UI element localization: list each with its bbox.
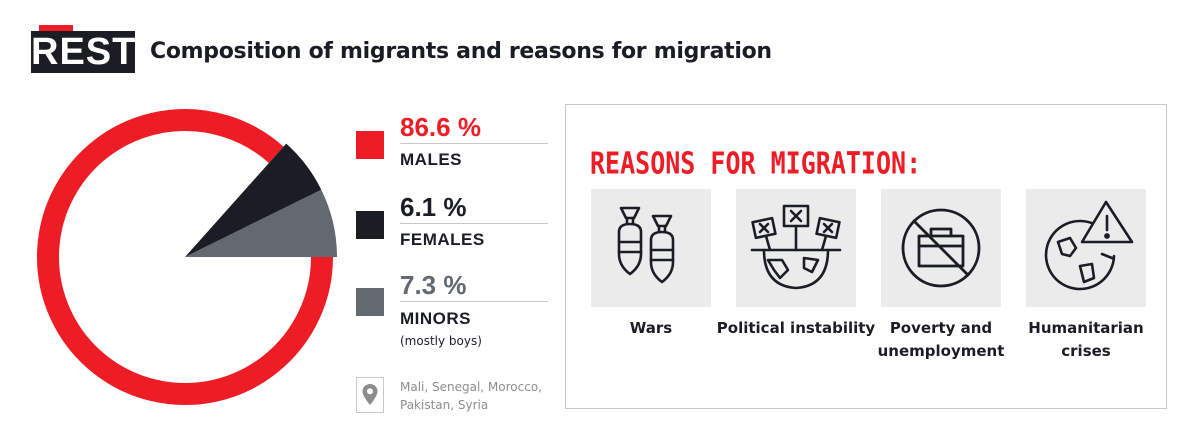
reason-tile (1026, 189, 1146, 307)
reason-tile (736, 189, 856, 307)
legend-item-males: 86.6 % MALES (356, 112, 548, 175)
pie-slice-females (185, 143, 322, 257)
legend-value-minors: 7.3 % (400, 270, 467, 300)
legend-swatch-females (356, 211, 384, 239)
logo: REST (31, 31, 137, 73)
legend-label-females: FEMALES (400, 230, 485, 249)
page-title: Composition of migrants and reasons for … (150, 39, 772, 64)
protest-signs-globe-icon (750, 204, 842, 290)
legend-divider (400, 301, 548, 302)
origin-countries-text: Mali, Senegal, Morocco, Pakistan, Syria (400, 380, 542, 412)
legend-item-females: 6.1 % FEMALES (356, 192, 548, 255)
reason-label-humanitarian-crises: Humanitarian crises (1028, 319, 1144, 360)
legend-divider (400, 143, 548, 144)
reason-label-political-instability: Political instability (716, 319, 876, 337)
legend-value-males: 86.6 % (400, 112, 481, 142)
legend-value-females: 6.1 % (400, 192, 467, 222)
legend-note-minors: (mostly boys) (400, 334, 482, 348)
reason-tile (591, 189, 711, 307)
legend-swatch-minors (356, 288, 384, 316)
legend-divider (400, 223, 548, 224)
legend-label-males: MALES (400, 150, 462, 169)
reasons-panel: REASONS FOR MIGRATION: Wars (565, 104, 1167, 409)
pie-slice-minors (185, 189, 337, 257)
pie-slice-males (37, 109, 333, 405)
location-pin-icon (356, 377, 384, 413)
reason-tile (881, 189, 1001, 307)
legend-swatch-males (356, 131, 384, 159)
origin-countries: Mali, Senegal, Morocco, Pakistan, Syria (356, 377, 576, 417)
legend-item-minors: 7.3 % MINORS (mostly boys) (356, 270, 548, 352)
reasons-heading: REASONS FOR MIGRATION: (590, 146, 922, 181)
bombs-icon (617, 206, 675, 284)
reason-label-poverty-unemployment: Poverty and unemployment (877, 319, 1005, 360)
legend-label-minors: MINORS (400, 309, 471, 328)
pie-chart (37, 109, 337, 405)
logo-accent (39, 25, 73, 31)
reason-label-wars: Wars (629, 319, 673, 337)
no-briefcase-icon (901, 208, 981, 288)
globe-warning-icon (1044, 200, 1134, 291)
